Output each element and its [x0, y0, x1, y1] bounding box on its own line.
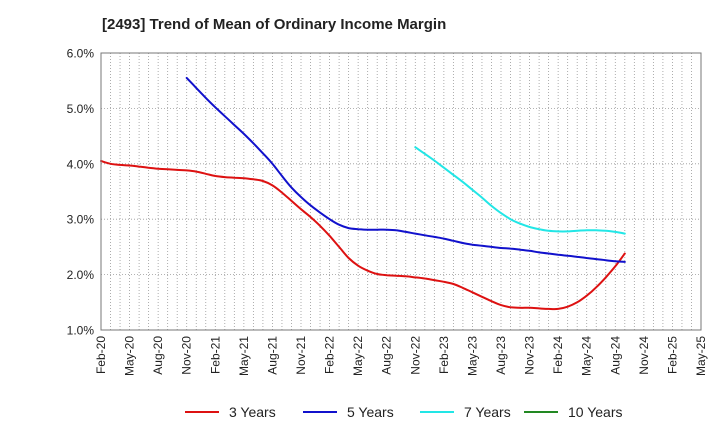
- x-tick-label: May-20: [123, 336, 137, 376]
- series-lines: [100, 76, 626, 311]
- x-tick-label: Aug-22: [380, 336, 394, 375]
- legend-label: 5 Years: [347, 404, 394, 420]
- x-tick-label: May-24: [580, 336, 594, 376]
- y-tick-label: 2.0%: [67, 268, 95, 282]
- x-tick-label: May-22: [351, 336, 365, 376]
- x-tick-label: Feb-23: [437, 336, 451, 374]
- y-tick-label: 1.0%: [67, 324, 95, 338]
- legend-label: 10 Years: [568, 404, 623, 420]
- x-tick-label: Feb-21: [208, 336, 222, 374]
- x-tick-label: May-21: [237, 336, 251, 376]
- plot-frame: [100, 52, 702, 331]
- x-tick-label: Nov-21: [294, 336, 308, 375]
- x-tick-label: Feb-24: [551, 336, 565, 374]
- x-tick-label: Nov-22: [408, 336, 422, 375]
- y-axis-ticks: 1.0% 2.0% 3.0% 4.0% 5.0% 6.0%: [67, 47, 95, 338]
- y-tick-label: 5.0%: [67, 102, 95, 116]
- x-tick-label: Feb-20: [94, 336, 108, 374]
- chart-title: [2493] Trend of Mean of Ordinary Income …: [102, 16, 447, 33]
- legend-swatch: [303, 411, 337, 413]
- x-tick-label: May-25: [694, 336, 708, 376]
- x-tick-label: Nov-23: [523, 336, 537, 375]
- legend-item: 5 Years: [303, 404, 394, 420]
- series-line-3-years: [100, 160, 626, 311]
- x-tick-label: May-23: [465, 336, 479, 376]
- x-tick-label: Nov-24: [637, 336, 651, 375]
- y-tick-label: 4.0%: [67, 157, 95, 171]
- legend-item: 3 Years: [185, 404, 276, 420]
- legend: 3 Years 5 Years 7 Years 10 Years: [0, 404, 720, 426]
- x-tick-label: Aug-23: [494, 336, 508, 375]
- x-tick-label: Feb-22: [323, 336, 337, 374]
- legend-swatch: [524, 411, 558, 413]
- x-tick-label: Feb-25: [665, 336, 679, 374]
- y-tick-label: 6.0%: [67, 47, 95, 61]
- legend-swatch: [420, 411, 454, 413]
- legend-item: 7 Years: [420, 404, 511, 420]
- x-tick-label: Aug-20: [151, 336, 165, 375]
- x-tick-label: Aug-21: [265, 336, 279, 375]
- legend-label: 7 Years: [464, 404, 511, 420]
- x-tick-label: Aug-24: [608, 336, 622, 375]
- x-axis-ticks: Feb-20 May-20 Aug-20 Nov-20 Feb-21 May-21 Aug-…: [94, 336, 708, 376]
- y-tick-label: 3.0%: [67, 213, 95, 227]
- legend-label: 3 Years: [229, 404, 276, 420]
- legend-item: 10 Years: [524, 404, 623, 420]
- series-line-7-years: [414, 146, 626, 235]
- legend-swatch: [185, 411, 219, 413]
- x-tick-label: Nov-20: [180, 336, 194, 375]
- axes: [100, 52, 702, 331]
- series-line-5-years: [185, 76, 626, 263]
- grid-lines: [101, 53, 701, 330]
